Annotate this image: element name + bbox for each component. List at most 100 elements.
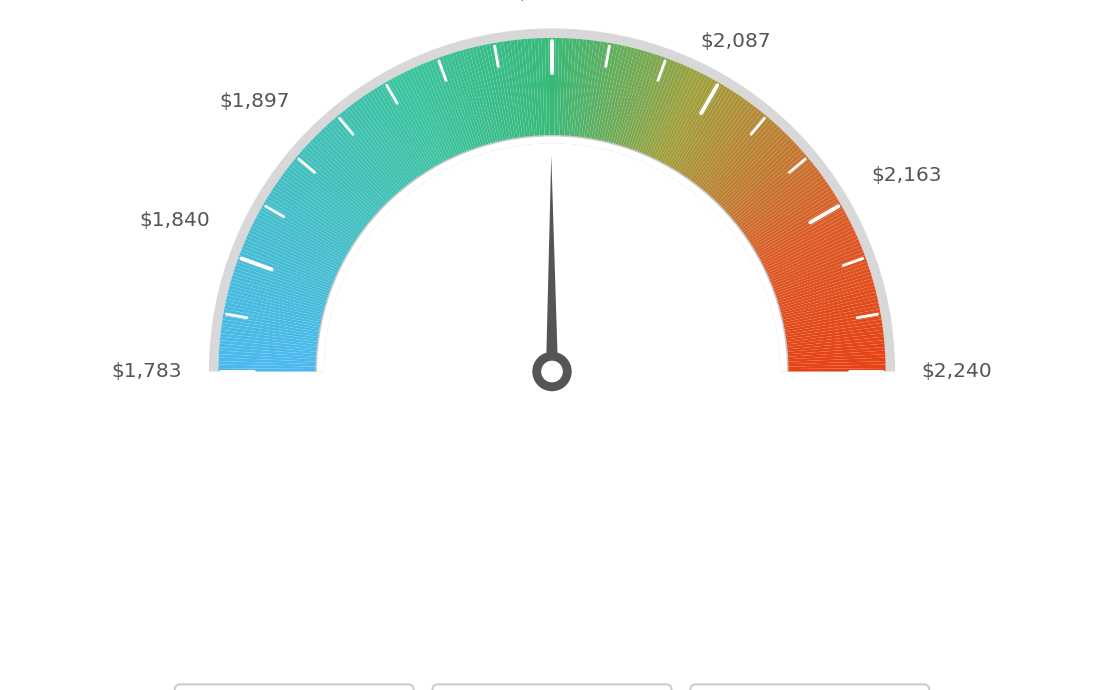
Wedge shape [309,141,382,210]
Wedge shape [786,347,885,357]
Wedge shape [270,190,354,246]
Wedge shape [750,190,834,246]
Wedge shape [273,187,357,244]
Wedge shape [601,46,625,142]
Wedge shape [784,316,881,335]
Wedge shape [659,75,707,164]
Wedge shape [729,151,805,218]
Wedge shape [486,44,508,141]
Wedge shape [290,161,370,226]
Wedge shape [225,299,322,323]
Wedge shape [771,248,863,287]
Wedge shape [576,40,591,138]
Wedge shape [278,178,360,237]
Wedge shape [376,86,431,172]
Wedge shape [232,275,327,306]
Wedge shape [297,154,374,220]
Wedge shape [786,337,884,349]
Wedge shape [220,333,318,347]
Wedge shape [578,40,594,138]
Wedge shape [554,38,559,137]
Wedge shape [353,101,414,183]
Text: $1,783: $1,783 [112,362,182,381]
Wedge shape [242,246,335,285]
Text: $1,840: $1,840 [139,211,211,230]
Wedge shape [230,282,326,310]
Wedge shape [726,148,803,216]
Wedge shape [698,110,762,189]
Wedge shape [238,255,331,292]
Wedge shape [746,184,830,242]
Wedge shape [244,239,337,280]
Wedge shape [446,55,479,149]
Bar [116,371,988,644]
Wedge shape [293,159,371,224]
Wedge shape [734,161,814,226]
Wedge shape [224,309,321,330]
Wedge shape [209,28,895,371]
Wedge shape [762,220,851,267]
Wedge shape [566,39,576,137]
Wedge shape [785,323,882,339]
Wedge shape [531,39,540,137]
Wedge shape [280,175,362,235]
Wedge shape [288,164,368,228]
Wedge shape [222,323,319,339]
Wedge shape [500,41,518,139]
Wedge shape [339,112,404,190]
Wedge shape [716,133,788,206]
Wedge shape [596,44,618,141]
Wedge shape [404,71,449,161]
Wedge shape [229,285,325,313]
Wedge shape [648,67,691,158]
Wedge shape [368,92,424,176]
Wedge shape [524,39,534,137]
Wedge shape [259,208,348,258]
Wedge shape [248,230,339,274]
Wedge shape [255,217,343,265]
Wedge shape [752,196,837,250]
Wedge shape [572,39,583,137]
Wedge shape [775,268,870,302]
Wedge shape [755,205,842,256]
Wedge shape [251,226,340,271]
Wedge shape [767,236,858,278]
Wedge shape [708,121,775,197]
Wedge shape [513,40,528,138]
Wedge shape [359,97,417,180]
Wedge shape [766,233,857,276]
Wedge shape [479,46,503,142]
Wedge shape [382,83,435,169]
Wedge shape [671,84,725,170]
Wedge shape [745,181,828,239]
Wedge shape [678,90,734,175]
Wedge shape [640,63,681,155]
Wedge shape [627,55,661,150]
Wedge shape [696,108,760,187]
Wedge shape [661,76,710,164]
Wedge shape [316,133,388,206]
Wedge shape [362,96,420,179]
Wedge shape [692,104,754,184]
FancyBboxPatch shape [174,684,414,690]
Wedge shape [370,90,426,175]
Wedge shape [316,135,788,371]
Circle shape [541,361,563,382]
Wedge shape [782,299,879,323]
Wedge shape [657,72,703,162]
Wedge shape [473,47,498,144]
Wedge shape [625,55,658,149]
Wedge shape [644,64,684,156]
Wedge shape [652,70,698,160]
Wedge shape [623,53,655,148]
Wedge shape [274,184,358,242]
Wedge shape [744,178,826,237]
Wedge shape [758,211,846,260]
Wedge shape [769,246,862,285]
Wedge shape [283,172,363,233]
Wedge shape [220,337,318,349]
Wedge shape [720,138,793,209]
Wedge shape [258,211,346,260]
Wedge shape [709,124,778,199]
Wedge shape [350,104,412,184]
